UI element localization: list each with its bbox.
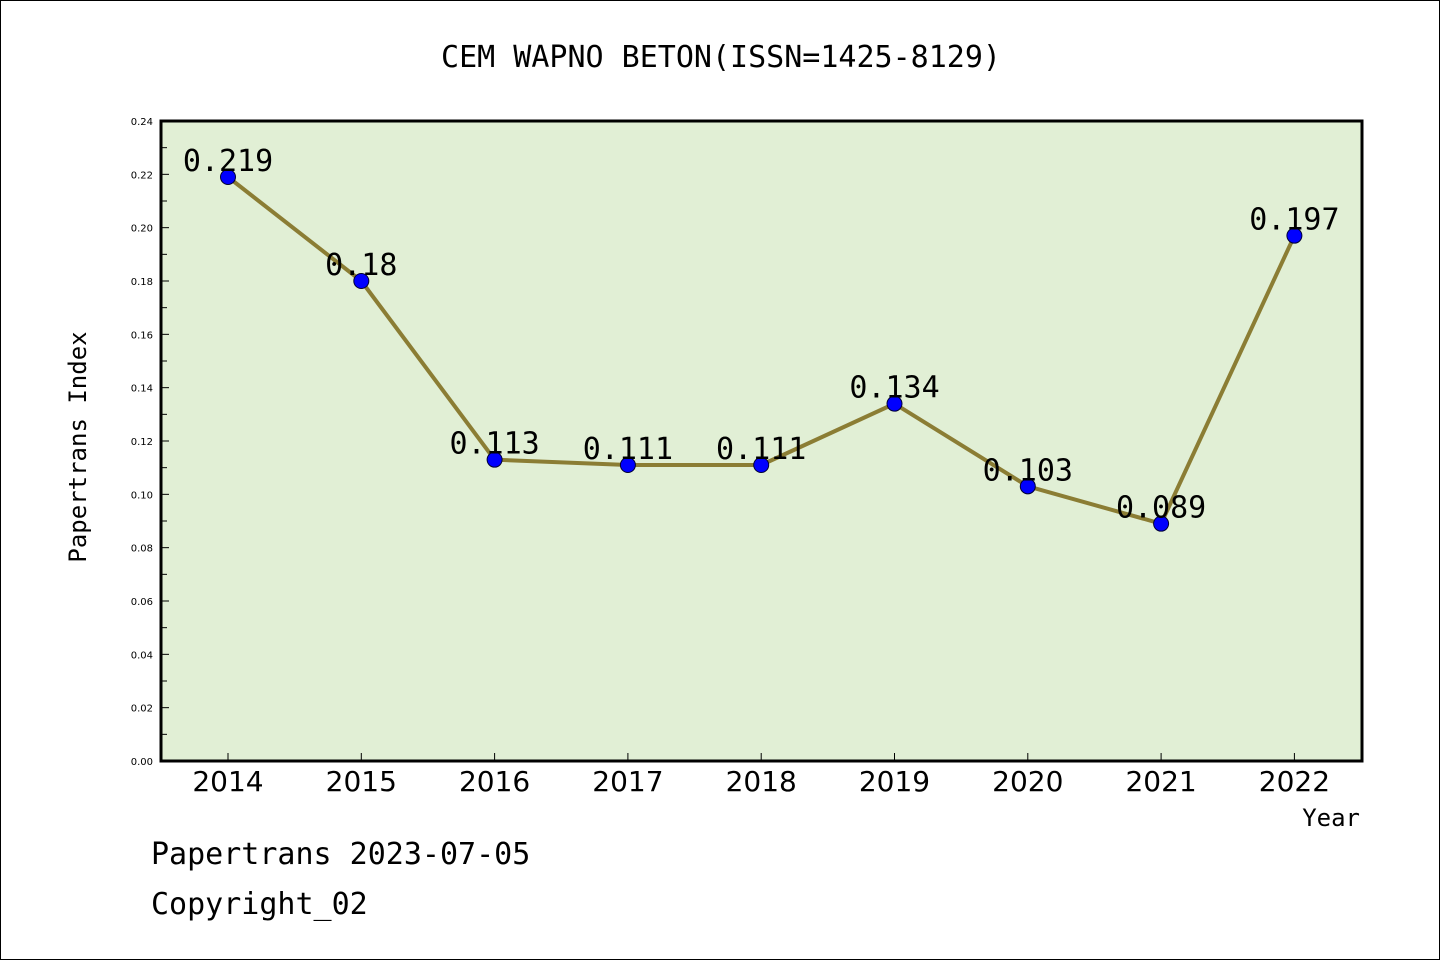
data-point <box>1019 478 1036 495</box>
footer-copyright: Copyright_02 <box>151 887 368 922</box>
data-label: 0.111 <box>716 432 806 467</box>
data-point <box>1153 515 1170 532</box>
y-axis: 0.00 0.02 0.04 0.06 0.08 0.10 0.12 0.14 0.16 0.18… <box>131 117 169 768</box>
chart-title: CEM WAPNO BETON(ISSN=1425-8129) <box>441 40 1001 75</box>
y-tick-label: 0.00 <box>131 757 153 768</box>
y-tick-label: 0.24 <box>131 117 153 128</box>
data-label: 0.111 <box>583 432 673 467</box>
data-label: 0.134 <box>849 371 939 406</box>
x-tick-label: 2014 <box>192 765 263 798</box>
y-tick-label: 0.14 <box>131 384 153 395</box>
data-label: 0.219 <box>183 144 273 179</box>
data-point <box>220 169 236 185</box>
series-group: 0.219 0.18 0.113 0.111 0.111 0.134 0.103 0.089 0… <box>183 144 1340 532</box>
y-tick-label: 0.12 <box>131 437 153 448</box>
y-tick-label: 0.18 <box>131 277 153 288</box>
data-point <box>1286 227 1303 244</box>
data-label: 0.103 <box>983 453 1073 488</box>
y-tick-label: 0.16 <box>131 330 153 341</box>
x-axis-label: Year <box>1302 804 1360 832</box>
data-point <box>353 273 370 289</box>
y-tick-label: 0.10 <box>131 490 153 501</box>
x-tick-label: 2016 <box>459 765 530 798</box>
x-tick-label: 2017 <box>592 765 663 798</box>
y-tick-label: 0.08 <box>131 544 153 555</box>
x-tick-label: 2021 <box>1125 765 1196 798</box>
x-tick-label: 2015 <box>326 765 397 798</box>
data-label: 0.113 <box>449 427 539 462</box>
data-point <box>886 395 903 412</box>
y-tick-label: 0.02 <box>131 704 153 715</box>
y-tick-label: 0.06 <box>131 597 153 608</box>
x-tick-label: 2018 <box>726 765 797 798</box>
y-tick-label: 0.04 <box>131 650 153 661</box>
data-label: 0.089 <box>1116 491 1206 526</box>
x-tick-label: 2022 <box>1259 765 1330 798</box>
data-point <box>619 457 636 473</box>
y-axis-label: Papertrans Index <box>64 331 92 562</box>
x-tick-label: 2020 <box>992 765 1063 798</box>
y-tick-label: 0.22 <box>131 170 153 181</box>
data-point <box>486 451 503 468</box>
y-tick-label: 0.20 <box>131 224 153 235</box>
data-label: 0.18 <box>325 248 397 283</box>
plot-area <box>159 119 1364 763</box>
x-tick-label: 2019 <box>859 765 930 798</box>
footer-source: Papertrans 2023-07-05 <box>151 837 531 872</box>
x-axis: 2014 2015 2016 2017 2018 2019 2020 2021 2022 <box>192 753 1330 798</box>
data-point <box>753 457 770 473</box>
data-label: 0.197 <box>1249 203 1339 238</box>
